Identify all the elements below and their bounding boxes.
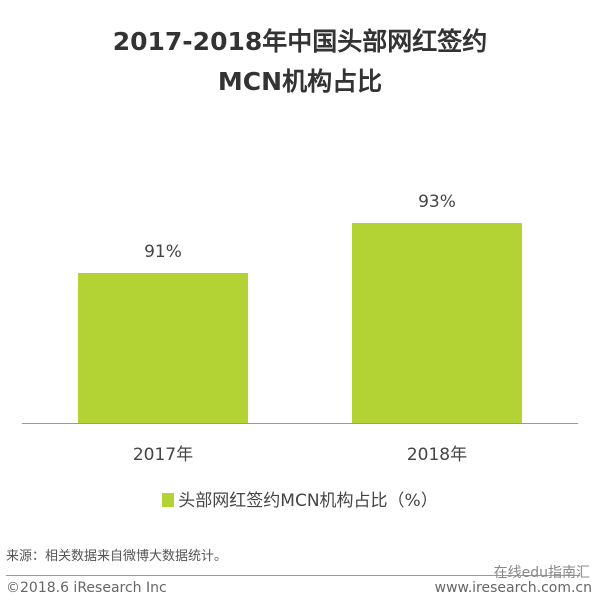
copyright: ©2018.6 iResearch Inc	[6, 580, 167, 596]
x-tick-label: 2018年	[407, 445, 467, 465]
bar-2018年	[352, 223, 522, 423]
legend-swatch	[162, 493, 175, 507]
data-label: 93%	[418, 192, 456, 212]
watermark: 在线edu指南汇	[493, 565, 590, 581]
website: www.iresearch.com.cn	[434, 580, 592, 596]
chart-title-line-2: MCN机构占比	[217, 67, 383, 96]
bar-chart: 91% 2017年 93% 2018年	[22, 192, 578, 465]
footer-divider	[6, 575, 580, 576]
legend-label: 头部网红签约MCN机构占比（%）	[178, 491, 438, 511]
x-tick-label: 2017年	[133, 445, 193, 465]
data-label: 91%	[144, 242, 182, 262]
bar-2017年	[78, 273, 248, 423]
chart-title-line-1: 2017-2018年中国头部网红签约	[112, 27, 488, 56]
source-note: 来源：相关数据来自微博大数据统计。	[6, 549, 228, 564]
legend: 头部网红签约MCN机构占比（%）	[0, 486, 600, 511]
